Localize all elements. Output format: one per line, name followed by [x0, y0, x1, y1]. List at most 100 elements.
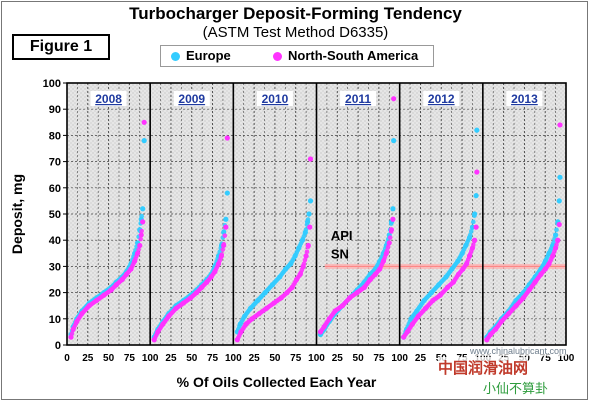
data-point: [303, 253, 309, 259]
data-point: [306, 211, 312, 217]
x-tick-label: 100: [558, 353, 575, 364]
data-point: [468, 228, 474, 234]
data-point: [134, 250, 141, 256]
data-point: [160, 321, 166, 327]
panel-year-label: 2010: [262, 92, 289, 106]
data-point: [553, 232, 559, 238]
chart-title: Turbocharger Deposit-Forming Tendency: [129, 4, 462, 23]
data-point: [262, 290, 268, 296]
data-point: [94, 297, 100, 304]
x-tick-label: 75: [373, 353, 385, 364]
data-point: [361, 284, 367, 290]
data-point: [70, 326, 76, 332]
data-point: [119, 276, 125, 283]
legend-item-north-south-america: North-South America: [273, 48, 418, 63]
data-point: [305, 242, 311, 249]
x-tick-label: 75: [290, 353, 302, 364]
data-point: [506, 310, 512, 317]
data-point: [194, 290, 200, 296]
data-point: [141, 138, 147, 144]
data-point: [390, 206, 396, 212]
data-point: [204, 279, 210, 285]
data-point: [299, 237, 306, 243]
data-point: [469, 224, 476, 230]
x-tick-label: 50: [269, 353, 281, 364]
data-point: [237, 321, 243, 327]
data-point: [293, 276, 300, 283]
data-point: [277, 274, 283, 280]
data-point: [271, 300, 277, 306]
data-point: [520, 295, 527, 301]
series-north-south-america-2010: [234, 156, 314, 343]
data-point: [474, 169, 480, 175]
data-point: [242, 313, 248, 319]
data-point: [367, 276, 373, 283]
data-point: [297, 271, 303, 277]
series-north-south-america-2009: [151, 135, 230, 343]
y-tick-label: 30: [49, 261, 61, 273]
data-point: [128, 266, 134, 272]
data-point: [463, 261, 470, 267]
x-tick-label: 50: [353, 353, 365, 364]
panel-year-label: 2009: [178, 92, 205, 106]
data-point: [471, 219, 476, 225]
data-point: [444, 284, 451, 290]
data-point: [542, 258, 548, 264]
data-point: [173, 305, 179, 311]
data-point: [347, 295, 353, 301]
data-point: [208, 274, 214, 280]
data-point: [493, 326, 499, 332]
y-axis-label: Deposit, mg: [9, 174, 25, 254]
x-tick-label: 50: [186, 353, 198, 364]
data-point: [304, 219, 311, 225]
x-tick-label: 25: [332, 353, 344, 364]
data-point: [218, 253, 225, 259]
data-point: [443, 274, 449, 280]
data-point: [372, 271, 378, 277]
data-point: [459, 250, 465, 256]
watermark-site: www.chinalubricant.com: [470, 346, 567, 356]
data-point: [450, 279, 457, 285]
x-tick-label: 25: [82, 353, 94, 364]
panel-year-box: [423, 91, 460, 106]
data-point: [474, 127, 480, 133]
y-tick-label: 40: [49, 235, 61, 247]
data-point: [469, 245, 476, 251]
data-point: [473, 224, 479, 230]
data-point: [472, 237, 478, 243]
data-point: [423, 305, 429, 311]
data-point: [460, 266, 466, 272]
watermark-brand: 中国润滑油网: [438, 357, 529, 378]
panel-year-label: 2011: [345, 92, 371, 106]
y-tick-label: 80: [49, 130, 61, 142]
legend-label-north-south-america: North-South America: [288, 48, 419, 63]
data-point: [542, 266, 548, 272]
data-point: [546, 250, 552, 256]
data-point: [223, 224, 229, 230]
data-point: [390, 216, 396, 222]
data-point: [546, 261, 552, 267]
x-tick-label: 75: [207, 353, 219, 364]
panel-year-label: 2012: [428, 92, 455, 106]
data-point: [249, 316, 255, 322]
series-north-south-america-2013: [484, 122, 563, 343]
data-point: [391, 96, 397, 102]
data-point: [255, 297, 261, 304]
data-point: [538, 271, 544, 277]
data-point: [554, 227, 559, 233]
legend-label-europe: Europe: [186, 48, 231, 63]
y-tick-label: 70: [49, 157, 61, 169]
data-point: [557, 122, 563, 128]
data-point: [224, 135, 230, 141]
data-point: [388, 227, 395, 233]
data-point: [138, 236, 143, 242]
x-tick-label: 75: [540, 353, 552, 364]
series-europe-2012: [401, 127, 480, 340]
data-point: [223, 216, 229, 222]
data-point: [430, 297, 436, 304]
data-point: [238, 329, 244, 335]
data-point: [199, 284, 205, 290]
y-tick-label: 20: [49, 288, 61, 300]
x-tick-label: 100: [225, 353, 242, 364]
data-point: [180, 300, 187, 306]
